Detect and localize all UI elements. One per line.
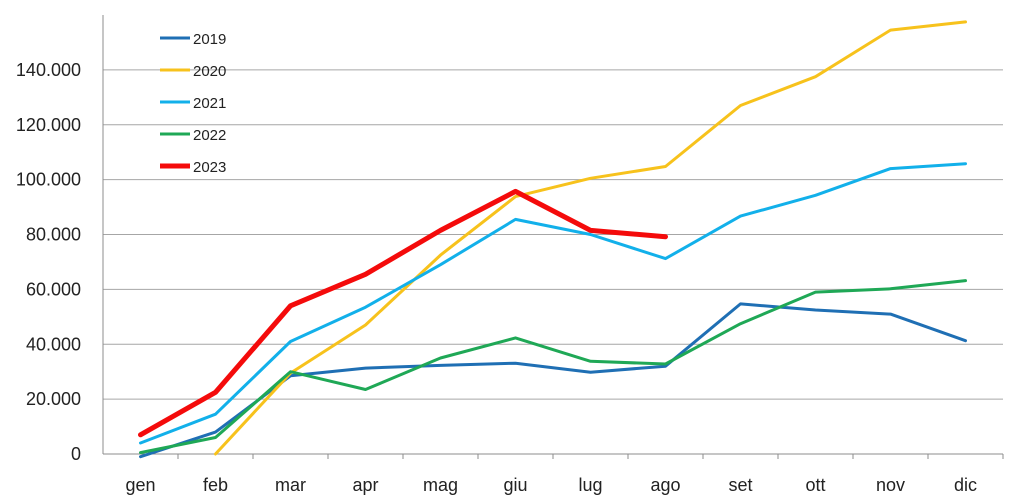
x-tick-label: apr xyxy=(352,475,378,495)
x-tick-label: mar xyxy=(275,475,306,495)
legend-label: 2020 xyxy=(193,63,226,80)
grid-lines xyxy=(103,69,1003,400)
x-axis: gen feb mar apr mag giu lug ago set ott nov dic xyxy=(125,454,1004,495)
x-tick-label: gen xyxy=(125,475,155,495)
x-tick-label: lug xyxy=(578,475,602,495)
series-line-2022 xyxy=(139,279,967,455)
legend-label: 2021 xyxy=(193,95,226,112)
y-tick-label: 60.000 xyxy=(26,279,81,299)
y-tick-label: 100.000 xyxy=(16,170,81,190)
x-tick-label: ago xyxy=(650,475,680,495)
x-tick-label: ott xyxy=(805,475,825,495)
series-line-2023 xyxy=(138,188,668,438)
legend-label: 2023 xyxy=(193,159,226,176)
x-tick-label: giu xyxy=(503,475,527,495)
series-line-2019 xyxy=(139,302,967,459)
legend-label: 2019 xyxy=(193,31,226,48)
x-tick-label: nov xyxy=(876,475,905,495)
x-tick-label: mag xyxy=(423,475,458,495)
y-tick-label: 0 xyxy=(71,444,81,464)
x-tick-label: dic xyxy=(954,475,977,495)
legend: 2019 2020 2021 2022 2023 xyxy=(160,31,226,176)
y-tick-label: 120.000 xyxy=(16,115,81,135)
series-line-2021 xyxy=(139,162,967,445)
y-tick-label: 40.000 xyxy=(26,334,81,354)
series-line-2020 xyxy=(214,20,967,456)
y-tick-label: 140.000 xyxy=(16,60,81,80)
legend-label: 2022 xyxy=(193,127,226,144)
y-tick-label: 80.000 xyxy=(26,225,81,245)
y-tick-label: 20.000 xyxy=(26,389,81,409)
y-axis: 0 20.000 40.000 60.000 80.000 100.000 120.000 1… xyxy=(16,15,1003,464)
x-tick-label: set xyxy=(728,475,752,495)
x-tick-label: feb xyxy=(203,475,228,495)
series-lines xyxy=(138,20,967,459)
